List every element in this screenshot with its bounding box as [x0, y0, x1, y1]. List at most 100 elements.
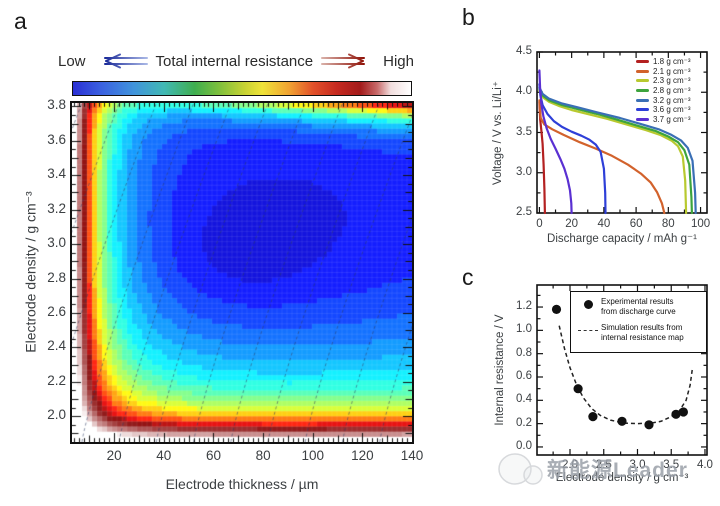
- tick-label: 100: [690, 218, 711, 230]
- c-legend-experimental: Experimental results from discharge curv…: [575, 297, 702, 316]
- tick-label: 3.6: [47, 131, 66, 147]
- tick-label: 140: [400, 448, 424, 463]
- series-color-swatch: [636, 79, 649, 83]
- tick-label: 0.8: [516, 346, 532, 359]
- tick-label: 40: [156, 448, 172, 463]
- b-x-axis-title: Discharge capacity / mAh g⁻¹: [547, 233, 697, 245]
- b-legend-entry: 2.3 g cm⁻³: [636, 76, 691, 86]
- b-legend-label: 2.3 g cm⁻³: [653, 76, 691, 86]
- tick-label: 80: [255, 448, 271, 463]
- tick-label: 3.5: [516, 125, 532, 138]
- panel-b-label: b: [462, 4, 475, 30]
- series-color-swatch: [636, 60, 649, 64]
- b-legend-label: 3.2 g cm⁻³: [653, 95, 691, 105]
- b-legend-entry: 3.2 g cm⁻³: [636, 95, 691, 105]
- b-legend-label: 2.1 g cm⁻³: [653, 66, 691, 76]
- tick-label: 60: [629, 218, 643, 230]
- experimental-point: [617, 416, 627, 426]
- tick-label: 3.5: [663, 459, 680, 471]
- a-y-axis-title: Electrode density / g cm⁻³: [22, 191, 39, 353]
- colorbar-header: Low Total internal resistance High: [58, 50, 414, 72]
- tick-label: 3.2: [47, 200, 66, 216]
- panel-c-label: c: [462, 264, 474, 290]
- arrow-left-icon: [103, 53, 148, 69]
- c-y-axis-title: Internal resistance / V: [494, 314, 506, 426]
- c-legend: Experimental results from discharge curv…: [570, 291, 707, 353]
- tick-label: 0: [536, 218, 543, 230]
- tick-label: 2.0: [47, 407, 66, 423]
- colorbar-low-label: Low: [58, 52, 86, 70]
- colorbar: [72, 81, 412, 96]
- tick-label: 3.0: [516, 165, 532, 178]
- tick-label: 3.0: [47, 235, 66, 251]
- tick-label: 3.4: [47, 166, 66, 182]
- colorbar-high-label: High: [383, 52, 414, 70]
- series-color-swatch: [636, 117, 649, 121]
- b-legend-entry: 1.8 g cm⁻³: [636, 57, 691, 67]
- series-color-swatch: [636, 108, 649, 112]
- c-legend-sim-line1: Simulation results from: [601, 323, 683, 332]
- series-3.6 g cm⁻³: [538, 83, 607, 215]
- tick-label: 1.0: [516, 323, 532, 336]
- experimental-point: [573, 384, 583, 394]
- b-legend-label: 3.7 g cm⁻³: [653, 114, 691, 124]
- b-legend-label: 1.8 g cm⁻³: [653, 57, 691, 67]
- tick-label: 0.6: [516, 369, 532, 382]
- panel-a-label: a: [14, 8, 27, 34]
- series-color-swatch: [636, 69, 649, 73]
- tick-label: 60: [205, 448, 221, 463]
- b-legend-entry: 2.8 g cm⁻³: [636, 86, 691, 96]
- b-legend-entry: 2.1 g cm⁻³: [636, 67, 691, 77]
- tick-label: 1.2: [516, 300, 532, 313]
- tick-label: 4.5: [516, 45, 532, 57]
- experimental-point: [671, 409, 681, 419]
- b-legend-label: 2.8 g cm⁻³: [653, 86, 691, 96]
- colorbar-title: Total internal resistance: [155, 52, 314, 70]
- c-legend-sim-line2: internal resistance map: [601, 332, 684, 342]
- c-legend-simulation: Simulation results from internal resista…: [575, 323, 702, 342]
- heatmap-border: [70, 101, 414, 444]
- tick-label: 40: [597, 218, 611, 230]
- tick-label: 0.2: [516, 416, 532, 429]
- tick-label: 2.5: [595, 459, 612, 471]
- tick-label: 2.2: [47, 372, 66, 388]
- experimental-point-marker: [575, 297, 601, 309]
- tick-label: 0.0: [516, 439, 532, 452]
- tick-label: 2.0: [562, 459, 578, 471]
- arrow-right-icon: [321, 53, 366, 69]
- watermark-logo: [498, 453, 543, 485]
- c-legend-exp-line2: from discharge curve: [601, 306, 676, 316]
- series-1.8 g cm⁻³: [538, 100, 546, 215]
- tick-label: 80: [661, 218, 675, 230]
- tick-label: 0.4: [516, 393, 532, 406]
- experimental-point: [644, 420, 654, 430]
- tick-label: 3.8: [47, 97, 66, 113]
- tick-label: 4.0: [516, 85, 532, 98]
- experimental-point: [678, 407, 689, 417]
- tick-label: 4.0: [696, 459, 713, 471]
- tick-label: 100: [301, 448, 324, 463]
- tick-label: 2.4: [47, 338, 66, 354]
- experimental-point: [551, 304, 562, 314]
- tick-label: 20: [565, 218, 579, 230]
- c-x-axis-title: Electrode density / g cm⁻³: [555, 472, 689, 484]
- tick-label: 3.0: [629, 459, 646, 471]
- tick-label: 2.5: [516, 206, 532, 218]
- series-color-swatch: [636, 98, 649, 102]
- heatmap-canvas: [72, 103, 412, 442]
- series-color-swatch: [636, 89, 649, 93]
- tick-label: 2.8: [47, 269, 66, 285]
- b-legend: 1.8 g cm⁻³ 2.1 g cm⁻³ 2.3 g cm⁻³ 2.8 g cm⁻³…: [636, 57, 691, 124]
- tick-label: 20: [106, 448, 122, 463]
- b-legend-entry: 3.6 g cm⁻³: [636, 105, 691, 115]
- b-y-axis-title: Voltage / V vs. Li/Li⁺: [492, 81, 504, 185]
- series-3.7 g cm⁻³: [538, 69, 573, 215]
- a-x-axis-title: Electrode thickness / µm: [165, 476, 319, 492]
- b-legend-entry: 3.7 g cm⁻³: [636, 115, 691, 125]
- c-legend-exp-line1: Experimental results: [601, 297, 674, 306]
- b-legend-label: 3.6 g cm⁻³: [653, 105, 691, 115]
- simulation-line-marker: [575, 323, 601, 331]
- experimental-point: [588, 412, 598, 422]
- tick-label: 2.6: [47, 303, 66, 319]
